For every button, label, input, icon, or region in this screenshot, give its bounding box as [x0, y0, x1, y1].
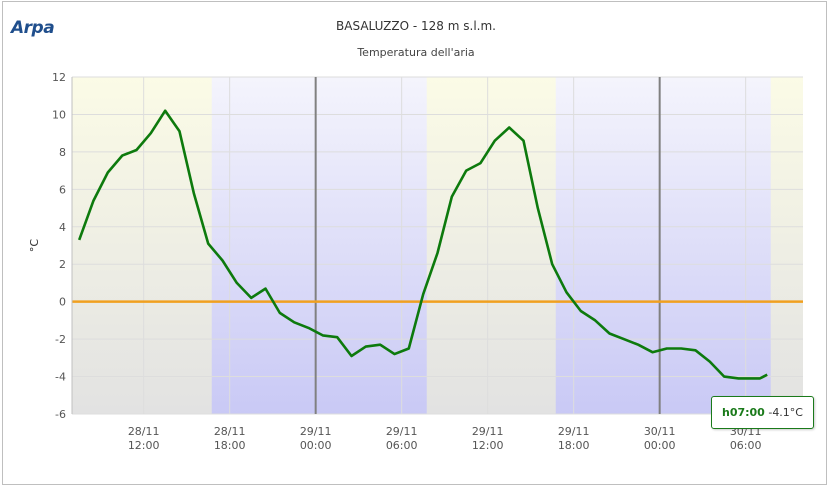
y-axis-title: °C — [28, 239, 41, 253]
logo-text: Arpa — [11, 18, 55, 38]
tooltip-value: -4.1°C — [768, 406, 803, 419]
y-tick-label: -6 — [55, 408, 66, 421]
y-tick-label: 4 — [59, 221, 66, 234]
temperature-series-line — [77, 109, 768, 380]
x-tick-label-date: 29/11 — [300, 425, 332, 438]
x-tick-label-date: 28/11 — [128, 425, 160, 438]
x-tick-label-time: 06:00 — [730, 439, 762, 452]
x-tick-label-date: 29/11 — [472, 425, 504, 438]
x-tick-label-date: 28/11 — [214, 425, 246, 438]
x-tick-label-time: 00:00 — [644, 439, 676, 452]
y-tick-label: 12 — [52, 71, 66, 84]
x-tick-label-time: 00:00 — [300, 439, 332, 452]
y-tick-label: 8 — [59, 146, 66, 159]
tooltip-hour: h07:00 — [721, 406, 765, 419]
daylight-band — [72, 77, 212, 414]
y-tick-label: -4 — [55, 371, 66, 384]
y-tick-label: 2 — [59, 258, 66, 271]
y-tick-label: 0 — [59, 296, 66, 309]
station-title: BASALUZZO - 128 m s.l.m. — [336, 19, 496, 33]
chart-subtitle: Temperatura dell'aria — [357, 46, 475, 59]
arpa-logo: Arpa — [11, 18, 57, 40]
x-tick-label-time: 18:00 — [214, 439, 246, 452]
x-tick-label-time: 12:00 — [472, 439, 504, 452]
x-tick-label-date: 29/11 — [558, 425, 590, 438]
y-tick-label: 6 — [59, 183, 66, 196]
x-tick-label-date: 30/11 — [644, 425, 676, 438]
daylight-band — [770, 77, 803, 414]
y-tick-label: 10 — [52, 108, 66, 121]
x-tick-label-date: 29/11 — [386, 425, 418, 438]
x-tick-label-time: 06:00 — [386, 439, 418, 452]
daylight-band — [426, 77, 556, 414]
x-tick-label-time: 18:00 — [558, 439, 590, 452]
x-tick-label-time: 12:00 — [128, 439, 160, 452]
hover-tooltip: h07:00 -4.1°C — [711, 396, 814, 429]
y-tick-label: -2 — [55, 333, 66, 346]
